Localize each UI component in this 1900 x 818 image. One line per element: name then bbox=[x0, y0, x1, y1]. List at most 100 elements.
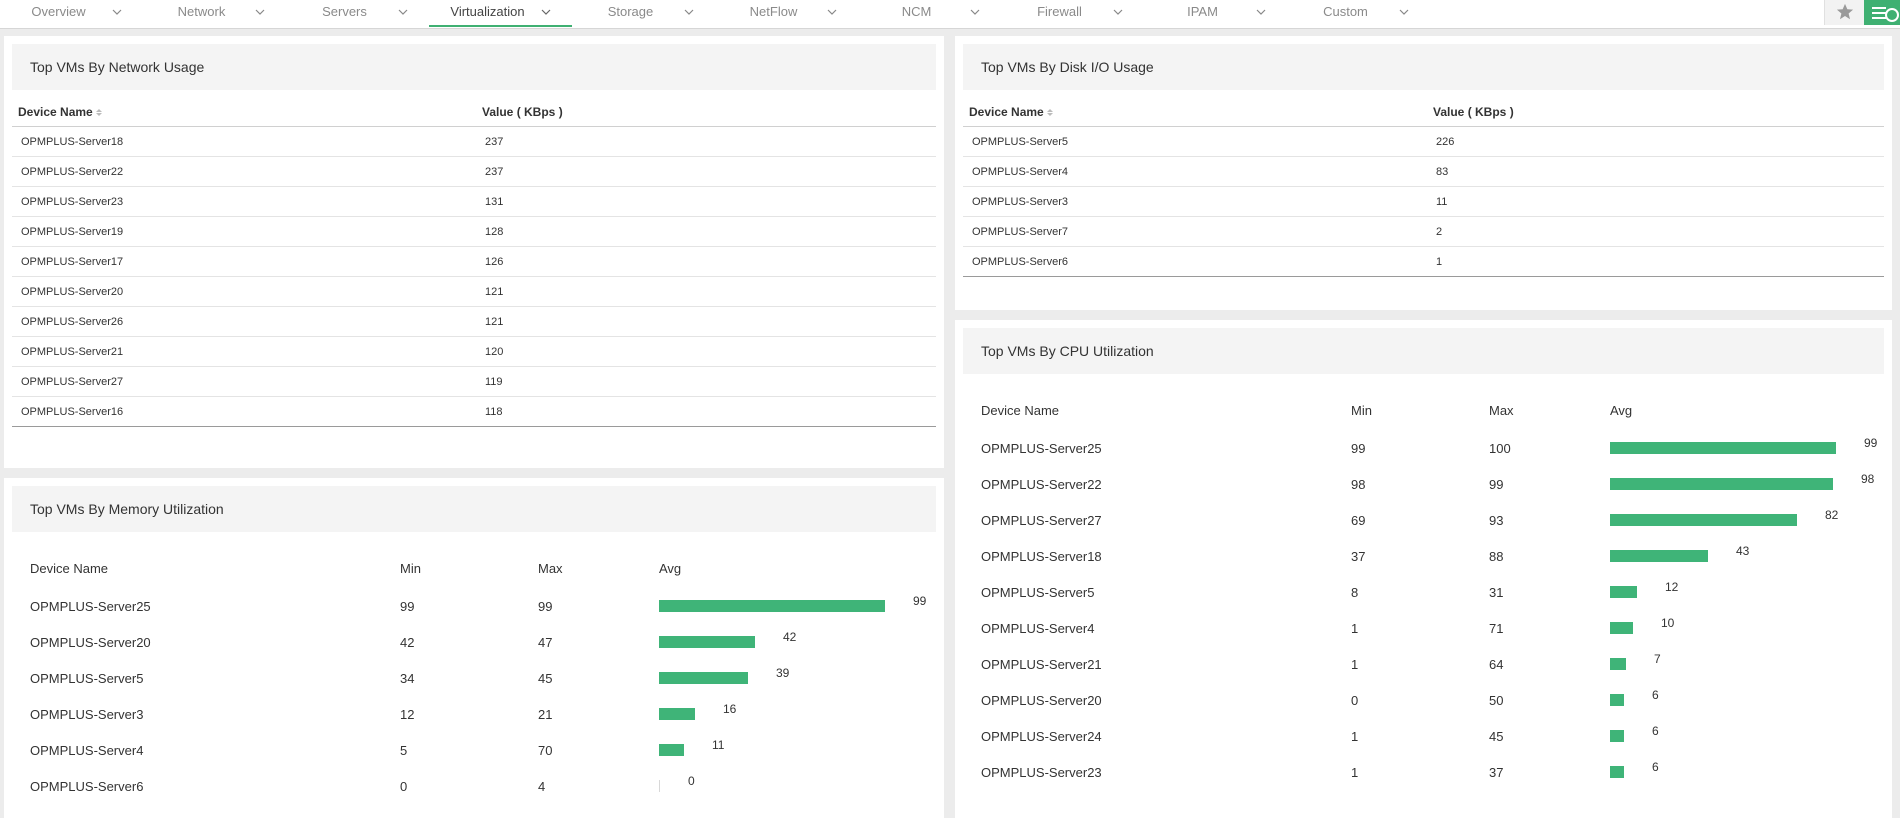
tab-netflow[interactable]: NetFlow bbox=[715, 0, 858, 27]
widget-header[interactable]: Top VMs By Memory Utilization bbox=[12, 486, 936, 532]
device-name: OPMPLUS-Server21 bbox=[21, 346, 124, 358]
avg-bar[interactable] bbox=[659, 636, 755, 648]
table-row[interactable]: OPMPLUS-Server27 69 93 82 bbox=[955, 503, 1892, 539]
tab-virtualization[interactable]: Virtualization bbox=[429, 0, 572, 27]
table-row[interactable]: OPMPLUS-Server20 121 bbox=[12, 277, 936, 307]
avg-bar[interactable] bbox=[1610, 730, 1624, 742]
avg-bar[interactable] bbox=[1610, 442, 1836, 454]
column-header-value[interactable]: Value ( KBps ) bbox=[482, 105, 563, 119]
avg-bar[interactable] bbox=[1610, 622, 1633, 634]
tab-firewall[interactable]: Firewall bbox=[1001, 0, 1144, 27]
avg-value-label: 98 bbox=[1861, 472, 1875, 486]
avg-bar[interactable] bbox=[1610, 586, 1637, 598]
table-row[interactable]: OPMPLUS-Server4 83 bbox=[963, 157, 1884, 187]
chevron-down-icon[interactable] bbox=[1396, 5, 1412, 19]
avg-value-label: 16 bbox=[723, 702, 737, 716]
avg-bar[interactable] bbox=[659, 744, 684, 756]
table-row[interactable]: OPMPLUS-Server20 0 50 6 bbox=[955, 683, 1892, 719]
avg-bar[interactable] bbox=[659, 672, 748, 684]
table-row[interactable]: OPMPLUS-Server3 11 bbox=[963, 187, 1884, 217]
table-row[interactable]: OPMPLUS-Server5 226 bbox=[963, 127, 1884, 157]
table-row[interactable]: OPMPLUS-Server23 131 bbox=[12, 187, 936, 217]
widget-header[interactable]: Top VMs By Network Usage bbox=[12, 44, 936, 90]
avg-bar[interactable] bbox=[1610, 658, 1626, 670]
table-header: Device Name Min Max Avg bbox=[4, 558, 944, 580]
table-row[interactable]: OPMPLUS-Server7 2 bbox=[963, 217, 1884, 247]
table-row[interactable]: OPMPLUS-Server20 42 47 42 bbox=[4, 625, 944, 661]
chevron-down-icon[interactable] bbox=[1253, 5, 1269, 19]
table-row[interactable]: OPMPLUS-Server5 34 45 39 bbox=[4, 661, 944, 697]
chevron-down-icon[interactable] bbox=[538, 5, 554, 19]
table-row[interactable]: OPMPLUS-Server6 1 bbox=[963, 247, 1884, 277]
max-value: 37 bbox=[1489, 765, 1504, 780]
column-header-value[interactable]: Value ( KBps ) bbox=[1433, 105, 1514, 119]
avg-bar[interactable] bbox=[659, 780, 660, 792]
avg-bar[interactable] bbox=[659, 600, 885, 612]
avg-value-label: 99 bbox=[913, 594, 927, 608]
favorite-button[interactable] bbox=[1824, 0, 1865, 25]
min-value: 0 bbox=[400, 779, 408, 794]
tab-network[interactable]: Network bbox=[143, 0, 286, 27]
chevron-down-icon[interactable] bbox=[395, 5, 411, 19]
table-row[interactable]: OPMPLUS-Server25 99 100 99 bbox=[955, 431, 1892, 467]
table-row[interactable]: OPMPLUS-Server4 5 70 11 bbox=[4, 733, 944, 769]
tab-servers[interactable]: Servers bbox=[286, 0, 429, 27]
sort-icon[interactable] bbox=[1046, 109, 1053, 117]
table-row[interactable]: OPMPLUS-Server18 37 88 43 bbox=[955, 539, 1892, 575]
row-value: 237 bbox=[485, 166, 504, 178]
avg-bar[interactable] bbox=[1610, 514, 1797, 526]
widget-header[interactable]: Top VMs By Disk I/O Usage bbox=[963, 44, 1884, 90]
table-row[interactable]: OPMPLUS-Server5 8 31 12 bbox=[955, 575, 1892, 611]
chevron-down-icon[interactable] bbox=[967, 5, 983, 19]
avg-bar[interactable] bbox=[1610, 550, 1708, 562]
device-name: OPMPLUS-Server4 bbox=[30, 743, 144, 758]
table-row[interactable]: OPMPLUS-Server25 99 99 99 bbox=[4, 589, 944, 625]
chevron-down-icon[interactable] bbox=[252, 5, 268, 19]
chevron-down-icon[interactable] bbox=[109, 5, 125, 19]
table-row[interactable]: OPMPLUS-Server18 237 bbox=[12, 127, 936, 157]
table-row[interactable]: OPMPLUS-Server21 120 bbox=[12, 337, 936, 367]
column-header-device[interactable]: Device Name bbox=[969, 105, 1053, 119]
table-row[interactable]: OPMPLUS-Server21 1 64 7 bbox=[955, 647, 1892, 683]
network-usage-table: Device Name Value ( KBps ) OPMPLUS-Serve… bbox=[12, 98, 936, 427]
network-usage-widget: Top VMs By Network Usage Device Name Val… bbox=[4, 36, 944, 468]
min-value: 1 bbox=[1351, 621, 1359, 636]
table-row[interactable]: OPMPLUS-Server19 128 bbox=[12, 217, 936, 247]
tab-overview[interactable]: Overview bbox=[0, 0, 143, 27]
column-header-device[interactable]: Device Name bbox=[18, 105, 102, 119]
table-row[interactable]: OPMPLUS-Server27 119 bbox=[12, 367, 936, 397]
sort-icon[interactable] bbox=[95, 109, 102, 117]
chevron-down-icon[interactable] bbox=[1110, 5, 1126, 19]
table-row[interactable]: OPMPLUS-Server22 98 99 98 bbox=[955, 467, 1892, 503]
menu-button[interactable] bbox=[1864, 0, 1900, 25]
tab-label: Network bbox=[177, 4, 226, 19]
avg-bar[interactable] bbox=[1610, 694, 1624, 706]
row-value: 121 bbox=[485, 316, 504, 328]
avg-bar[interactable] bbox=[1610, 478, 1833, 490]
table-row[interactable]: OPMPLUS-Server22 237 bbox=[12, 157, 936, 187]
table-row[interactable]: OPMPLUS-Server4 1 71 10 bbox=[955, 611, 1892, 647]
chevron-down-icon[interactable] bbox=[824, 5, 840, 19]
table-row[interactable]: OPMPLUS-Server3 12 21 16 bbox=[4, 697, 944, 733]
device-name: OPMPLUS-Server6 bbox=[972, 256, 1068, 268]
table-row[interactable]: OPMPLUS-Server23 1 37 6 bbox=[955, 755, 1892, 791]
avg-bar[interactable] bbox=[659, 708, 695, 720]
table-row[interactable]: OPMPLUS-Server17 126 bbox=[12, 247, 936, 277]
tab-ipam[interactable]: IPAM bbox=[1144, 0, 1287, 27]
tab-ncm[interactable]: NCM bbox=[858, 0, 1001, 27]
table-row[interactable]: OPMPLUS-Server26 121 bbox=[12, 307, 936, 337]
tab-custom[interactable]: Custom bbox=[1287, 0, 1430, 27]
disk-io-widget: Top VMs By Disk I/O Usage Device Name Va… bbox=[955, 36, 1892, 310]
table-row[interactable]: OPMPLUS-Server24 1 45 6 bbox=[955, 719, 1892, 755]
avg-bar[interactable] bbox=[1610, 766, 1624, 778]
column-header-min: Min bbox=[400, 561, 421, 576]
tab-storage[interactable]: Storage bbox=[572, 0, 715, 27]
table-row[interactable]: OPMPLUS-Server6 0 4 0 bbox=[4, 769, 944, 805]
device-name: OPMPLUS-Server5 bbox=[30, 671, 144, 686]
tab-label: NCM bbox=[901, 4, 932, 19]
table-row[interactable]: OPMPLUS-Server16 118 bbox=[12, 397, 936, 427]
min-value: 5 bbox=[400, 743, 408, 758]
chevron-down-icon[interactable] bbox=[681, 5, 697, 19]
device-name: OPMPLUS-Server27 bbox=[21, 376, 124, 388]
widget-header[interactable]: Top VMs By CPU Utilization bbox=[963, 328, 1884, 374]
